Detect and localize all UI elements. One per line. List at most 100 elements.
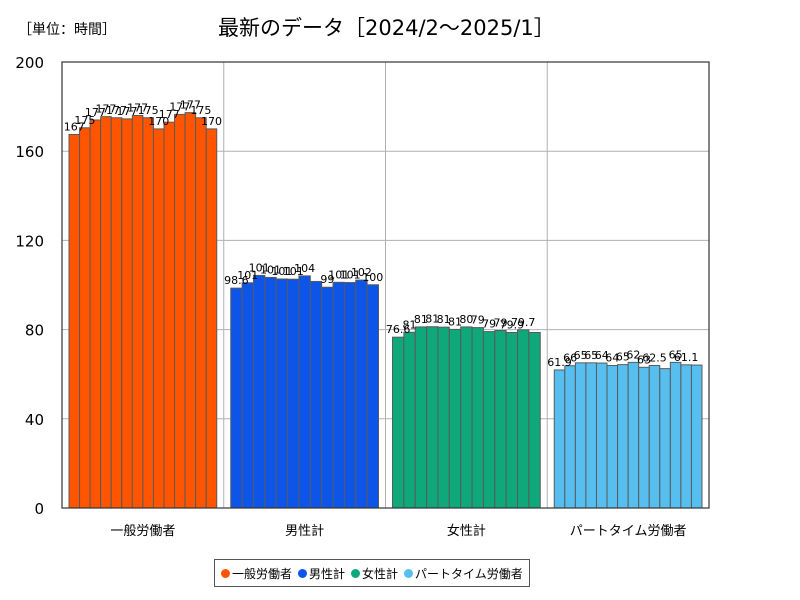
data-label: 101 (260, 263, 281, 276)
data-label: 177 (85, 106, 106, 119)
legend-item-0[interactable]: 一般労働者 (221, 565, 292, 582)
legend-dot-icon (221, 568, 230, 578)
legend-label: パートタイム労働者 (415, 566, 523, 581)
data-label: 101 (237, 269, 258, 282)
data-label: 65 (616, 351, 630, 364)
data-label: 104 (294, 262, 315, 275)
data-label: 177 (159, 108, 180, 121)
data-label: 177 (95, 103, 116, 116)
plot-border (61, 61, 710, 509)
legend-dot-icon (351, 568, 361, 578)
bar (309, 280, 323, 509)
bar (205, 128, 218, 509)
bar (264, 276, 277, 509)
unit-label: ［単位：時間］ (18, 22, 116, 38)
data-label: 177 (106, 104, 127, 117)
data-label: 79 (471, 314, 485, 327)
legend-label: 男性計 (309, 566, 346, 581)
data-label: 65 (669, 348, 683, 361)
bar (321, 286, 334, 509)
bar (195, 117, 207, 509)
data-label: 81 (414, 313, 428, 326)
bar (471, 327, 484, 509)
data-label: 167 (64, 120, 85, 133)
bar (230, 287, 243, 509)
bar (574, 362, 587, 509)
data-label: 61.9 (547, 356, 572, 369)
legend-item-1[interactable]: 男性計 (298, 565, 345, 582)
bar (494, 329, 507, 509)
data-label: 64 (595, 349, 609, 362)
bar (131, 115, 144, 509)
data-label: 177 (117, 105, 138, 118)
data-label: 177 (127, 102, 148, 115)
data-label: 79 (493, 316, 507, 329)
data-label: 65 (584, 349, 598, 362)
data-label: 101 (249, 261, 270, 274)
bar (174, 113, 186, 509)
data-label: 62 (626, 348, 640, 361)
bar (617, 364, 629, 509)
category-label: 男性計 (285, 523, 324, 539)
bar (648, 365, 661, 509)
legend-dot-icon (404, 568, 414, 578)
data-label: 81 (448, 315, 462, 328)
y-tick-label: 80 (25, 322, 44, 340)
data-label: 62.5 (642, 352, 667, 365)
bar (595, 362, 608, 509)
bar (680, 364, 692, 509)
bar (528, 331, 541, 509)
legend-label: 一般労働者 (232, 566, 293, 581)
bar (184, 112, 197, 509)
legend-item-3[interactable]: パートタイム労働者 (404, 565, 523, 582)
data-label: 170 (148, 115, 169, 128)
bar (553, 369, 566, 509)
bar (437, 326, 450, 509)
data-label: 76.6 (386, 323, 411, 336)
data-label: 61.1 (674, 351, 699, 364)
y-tick-label: 120 (15, 232, 44, 250)
bar (659, 368, 671, 509)
data-label: 65 (574, 349, 588, 362)
bar (505, 331, 519, 509)
data-label: 101 (328, 268, 349, 281)
bar (343, 282, 357, 509)
data-label: 99 (320, 273, 334, 286)
bar (241, 282, 254, 509)
y-tick-label: 160 (15, 143, 44, 161)
bar (690, 364, 703, 509)
bar (298, 275, 311, 509)
value-labels: 1671751771771771771771751701771771771751… (64, 99, 699, 369)
data-label: 175 (74, 114, 95, 127)
data-label: 79.7 (511, 316, 536, 329)
data-label: 63 (637, 353, 651, 366)
data-label: 101 (283, 265, 304, 278)
data-label: 64 (605, 352, 619, 365)
bar (606, 365, 619, 509)
legend-dot-icon (298, 568, 308, 578)
y-tick-label: 0 (34, 500, 44, 518)
bar (669, 361, 682, 509)
data-label: 170 (201, 115, 222, 128)
data-label: 102 (351, 266, 372, 279)
bar (142, 117, 154, 509)
bar (121, 118, 133, 509)
data-label: 81 (437, 313, 451, 326)
category-label: パートタイム労働者 (570, 524, 687, 539)
y-tick-label: 40 (25, 411, 44, 429)
y-tick-label: 200 (15, 54, 44, 72)
data-label: 79.9 (500, 318, 525, 331)
data-label: 101 (271, 265, 292, 278)
data-label: 177 (169, 100, 190, 113)
bar (100, 116, 112, 509)
bar (152, 128, 165, 509)
legend-item-2[interactable]: 女性計 (351, 565, 398, 582)
bar (79, 127, 91, 509)
data-label: 66 (563, 352, 577, 365)
bar (163, 121, 176, 509)
legend: 一般労働者 男性計 女性計 パートタイム労働者 (214, 559, 530, 587)
bar (110, 117, 123, 509)
bar (517, 329, 530, 509)
data-label: 79 (482, 318, 496, 331)
category-label: 一般労働者 (110, 523, 175, 539)
